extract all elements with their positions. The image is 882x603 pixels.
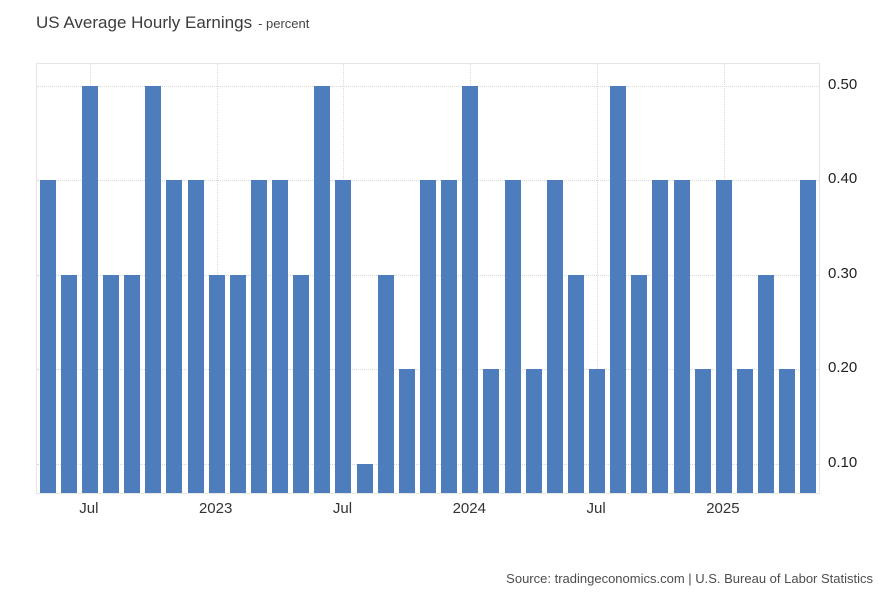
bar[interactable] (758, 274, 775, 493)
bar[interactable] (525, 369, 542, 493)
bar[interactable] (208, 274, 225, 493)
bar[interactable] (81, 85, 98, 493)
bar[interactable] (124, 274, 141, 493)
source-attribution: Source: tradingeconomics.com | U.S. Bure… (506, 571, 873, 586)
v-gridline (597, 64, 599, 493)
plot-area (36, 63, 820, 494)
bar[interactable] (420, 180, 436, 493)
bar[interactable] (673, 180, 690, 493)
bar[interactable] (293, 274, 310, 493)
bar[interactable] (229, 274, 246, 493)
x-tick-label: Jul (332, 500, 353, 517)
bar[interactable] (589, 369, 606, 493)
bar[interactable] (504, 180, 521, 493)
y-tick-label: 0.50 (828, 75, 858, 93)
bar[interactable] (631, 274, 648, 493)
bar[interactable] (483, 369, 500, 493)
bar[interactable] (567, 274, 584, 493)
h-gridline (37, 85, 819, 87)
bar[interactable] (335, 180, 352, 493)
bar[interactable] (187, 180, 204, 493)
bar[interactable] (694, 369, 711, 493)
bar[interactable] (652, 180, 669, 493)
y-tick-label: 0.30 (828, 264, 858, 282)
x-tick-label: 2023 (198, 500, 233, 517)
chart-subtitle-text: - percent (258, 16, 310, 31)
y-tick-label: 0.10 (828, 453, 858, 471)
bar[interactable] (779, 369, 796, 493)
bar[interactable] (715, 180, 732, 493)
bar[interactable] (356, 463, 373, 493)
bar[interactable] (314, 85, 331, 493)
x-tick-label: 2025 (706, 500, 740, 517)
bar[interactable] (800, 180, 817, 493)
bar[interactable] (610, 85, 627, 493)
bar[interactable] (60, 274, 77, 493)
bar[interactable] (441, 180, 458, 493)
bar[interactable] (39, 180, 56, 493)
bar[interactable] (145, 85, 162, 493)
x-tick-label: 2024 (452, 500, 486, 517)
x-tick-label: Jul (586, 500, 606, 517)
y-tick-label: 0.40 (828, 170, 858, 188)
x-tick-label: Jul (79, 500, 99, 517)
bar[interactable] (737, 369, 754, 493)
bar[interactable] (250, 180, 267, 493)
bar[interactable] (102, 274, 119, 493)
bar[interactable] (462, 85, 479, 493)
bar[interactable] (272, 180, 289, 493)
bar[interactable] (377, 274, 394, 493)
chart-title: US Average Hourly Earnings - percent (36, 13, 309, 33)
bar[interactable] (166, 180, 183, 493)
y-tick-label: 0.20 (828, 359, 858, 377)
bar[interactable] (398, 369, 415, 493)
chart-title-text: US Average Hourly Earnings (36, 13, 253, 32)
bar[interactable] (546, 180, 563, 493)
